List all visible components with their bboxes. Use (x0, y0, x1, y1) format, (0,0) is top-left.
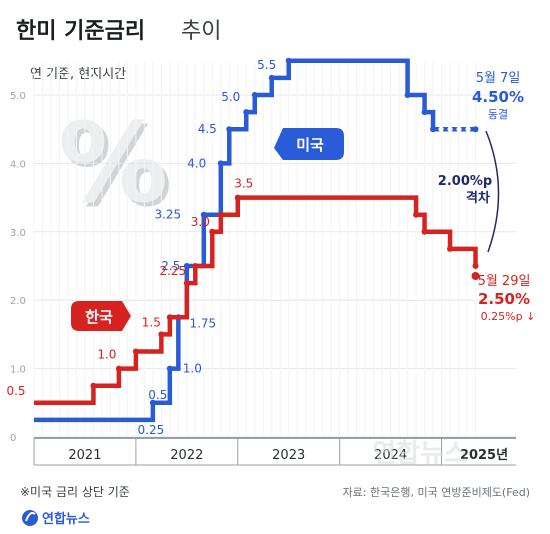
svg-text:격차: 격차 (466, 190, 490, 206)
axes: 0 1.0 2.0 3.0 4.0 5.0 2021 2022 2023 2024 2025년 (10, 91, 516, 466)
svg-text:동결: 동결 (488, 108, 508, 121)
korea-rate-point (166, 314, 173, 321)
value-labels: 0.25 0.5 1.0 1.75 2.5 3.25 4.0 4.5 5.0 5.5 0.5 1.0 1… (6, 58, 276, 437)
korea-rate-point (447, 245, 454, 252)
korea-value-label: 0.5 (6, 384, 25, 398)
svg-text:5월 7일: 5월 7일 (476, 71, 521, 86)
svg-text:4.50%: 4.50% (472, 88, 524, 106)
korea-rate-point (192, 263, 199, 269)
us-badge: 미국 (274, 128, 344, 160)
us-value-label: 3.25 (154, 208, 181, 222)
korea-rate-point (183, 280, 190, 287)
plateau-dot (447, 126, 453, 132)
korea-value-label: 3.0 (191, 215, 210, 229)
svg-text:미국: 미국 (296, 136, 324, 154)
us-rate-point (183, 263, 190, 269)
korea-rate-point (158, 331, 165, 338)
series (34, 57, 480, 423)
chart-subtitle: 연 기준, 현지시간 (30, 67, 126, 82)
y-tick-label: 1.0 (10, 365, 26, 376)
y-tick-label: 3.0 (10, 228, 26, 239)
svg-text:2.00%p: 2.00%p (438, 174, 492, 189)
chart-title: 한미 기준금리 (16, 19, 145, 44)
y-tick-label: 2.0 (10, 296, 26, 307)
us-rate-point (217, 160, 224, 167)
x-tick-label: 2024 (374, 448, 407, 463)
watermark: 연합뉴스 (372, 439, 468, 469)
korea-badge: 한국 (71, 301, 131, 331)
footnote: ※미국 금리 상단 기준 (20, 485, 130, 499)
svg-text:%: % (62, 103, 172, 231)
us-rate-point (166, 365, 173, 372)
x-tick-label: 2025년 (460, 448, 508, 463)
korea-value-label: 2.25 (159, 264, 186, 278)
us-rate-point (243, 109, 250, 116)
us-rate-point (472, 126, 479, 133)
y-tick-label: 5.0 (10, 91, 26, 102)
us-value-label: 0.25 (138, 423, 165, 437)
korea-rate-point (421, 228, 428, 235)
us-rate-point (421, 109, 428, 116)
us-rate-point (404, 92, 411, 98)
svg-text:5월 29일: 5월 29일 (478, 274, 531, 289)
us-rate-point (251, 92, 258, 98)
x-tick-label: 2021 (68, 448, 101, 463)
us-value-label: 2.5 (161, 259, 180, 273)
us-rate-point (268, 74, 275, 81)
korea-value-label: 3.5 (234, 177, 253, 191)
us-value-label: 1.0 (183, 362, 202, 376)
svg-text:0.25%p ↓: 0.25%p ↓ (481, 310, 536, 323)
korea-latest-annotation: 5월 29일 2.50% 0.25%p ↓ (478, 274, 536, 323)
us-rate-point (430, 126, 437, 133)
plateau-dot (465, 126, 471, 132)
yonhap-logo: 연합뉴스 (22, 510, 90, 527)
us-value-label: 4.5 (198, 122, 217, 136)
svg-text:연합뉴스: 연합뉴스 (42, 511, 90, 527)
us-value-label: 4.0 (187, 156, 206, 170)
korea-rate-point (115, 365, 122, 372)
gap-annotation: 2.00%p 격차 (438, 130, 500, 253)
us-rate-point (285, 57, 292, 64)
y-tick-label: 0 (10, 433, 16, 444)
source-note: 자료: 한국은행, 미국 연방준비제도(Fed) (343, 486, 530, 499)
us-rate-point (200, 211, 207, 218)
korea-rate-point (234, 194, 241, 201)
us-latest-annotation: 5월 7일 4.50% 동결 (472, 71, 524, 121)
us-value-label: 1.75 (189, 316, 216, 330)
us-value-label: 5.5 (257, 58, 276, 72)
korea-rate-point (132, 348, 139, 355)
korea-rate-point (90, 382, 97, 389)
us-value-label: 0.5 (148, 388, 167, 402)
y-tick-label: 4.0 (10, 159, 26, 170)
korea-rate-point (472, 263, 479, 269)
x-tick-label: 2022 (170, 448, 203, 463)
korea-latest-point (471, 272, 480, 280)
svg-text:한국: 한국 (85, 308, 113, 326)
x-tick-label: 2023 (272, 448, 305, 463)
us-rate-point (149, 399, 156, 406)
korea-value-label: 1.0 (97, 348, 116, 362)
us-value-label: 5.0 (221, 90, 240, 104)
korea-rate-point (413, 211, 420, 218)
plateau-dot (438, 126, 444, 132)
svg-text:2.50%: 2.50% (478, 290, 530, 308)
us-rate-point (226, 126, 233, 133)
plateau-dot (456, 126, 462, 132)
chart-title-suffix: 추이 (181, 19, 221, 44)
korea-rate-point (209, 228, 216, 235)
korea-rate-point (217, 211, 224, 218)
korea-value-label: 1.5 (142, 315, 161, 329)
